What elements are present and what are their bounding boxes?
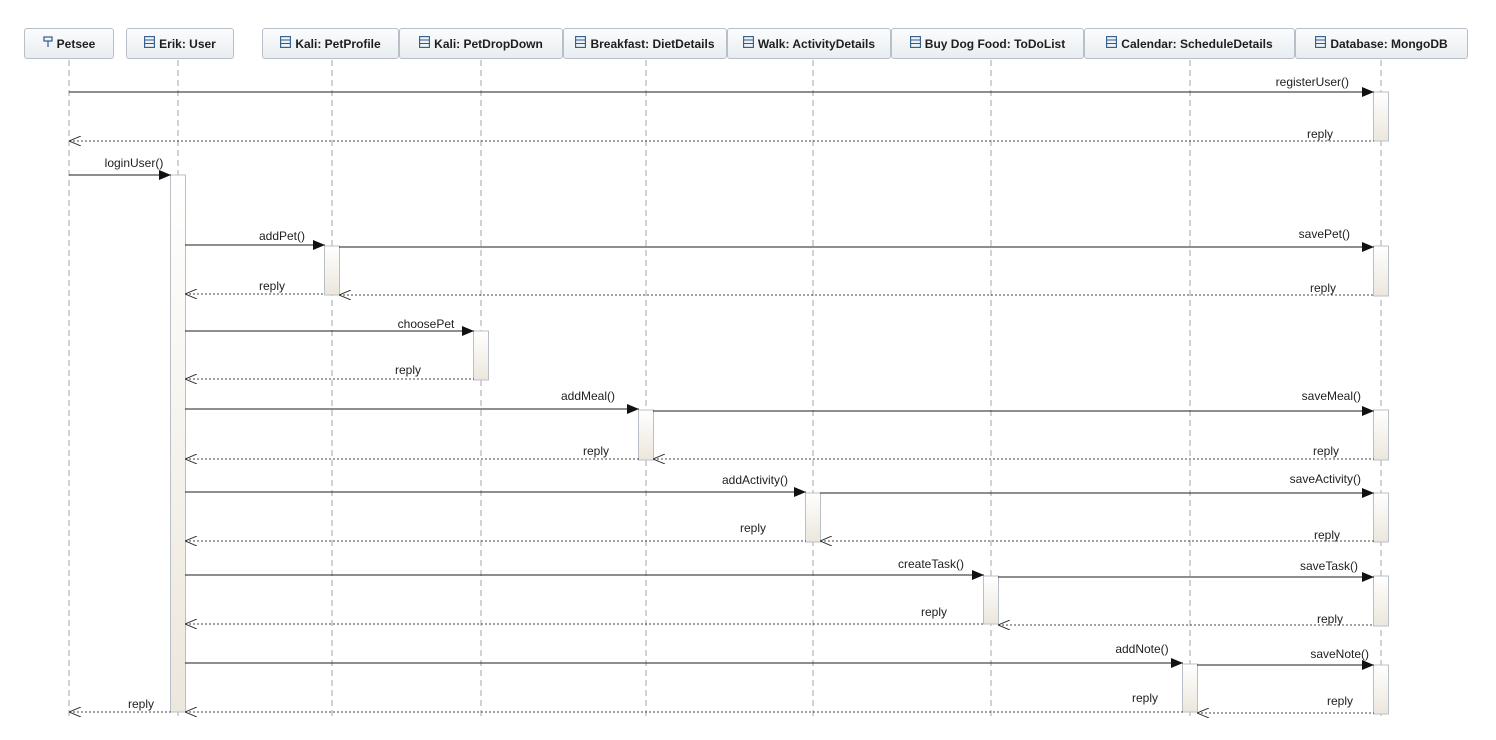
lifeline-label: Breakfast: DietDetails <box>590 36 715 51</box>
lifeline-head-todo: Buy Dog Food: ToDoList <box>891 28 1084 59</box>
message-label: createTask() <box>898 557 964 571</box>
message-label: savePet() <box>1299 227 1350 241</box>
message-label: addActivity() <box>722 473 788 487</box>
lifeline-head-petdropdown: Kali: PetDropDown <box>399 28 563 59</box>
lifeline-head-diet: Breakfast: DietDetails <box>563 28 727 59</box>
message-label: reply <box>128 697 154 711</box>
class-icon <box>742 36 754 51</box>
lifeline-head-db: Database: MongoDB <box>1295 28 1468 59</box>
message-label: reply <box>1327 694 1353 708</box>
message-label: reply <box>740 521 766 535</box>
message-label: reply <box>1317 612 1343 626</box>
lifeline-label: Calendar: ScheduleDetails <box>1121 36 1273 51</box>
message-label: reply <box>1307 127 1333 141</box>
activation-bar <box>983 575 999 625</box>
actor-icon <box>43 36 53 51</box>
message-label: saveTask() <box>1300 559 1358 573</box>
lifeline-head-activity: Walk: ActivityDetails <box>727 28 891 59</box>
class-icon <box>419 36 431 51</box>
lifeline-head-schedule: Calendar: ScheduleDetails <box>1084 28 1295 59</box>
message-label: saveMeal() <box>1302 389 1361 403</box>
activation-bar <box>1182 663 1198 713</box>
message-label: loginUser() <box>105 156 164 170</box>
lifeline-label: Petsee <box>56 36 96 51</box>
lifeline-label: Buy Dog Food: ToDoList <box>924 36 1066 51</box>
message-label: addNote() <box>1115 642 1168 656</box>
message-label: registerUser() <box>1276 75 1349 89</box>
message-label: addPet() <box>259 229 305 243</box>
activation-bar <box>638 409 654 461</box>
lifeline-label: Walk: ActivityDetails <box>757 36 876 51</box>
class-icon <box>1106 36 1118 51</box>
lifeline-head-petprofile: Kali: PetProfile <box>262 28 399 59</box>
activation-bar <box>1373 245 1389 297</box>
lifeline-label: Kali: PetDropDown <box>434 36 543 51</box>
class-icon <box>1315 36 1327 51</box>
activation-bar <box>1373 409 1389 461</box>
message-label: saveActivity() <box>1290 472 1361 486</box>
message-label: reply <box>259 279 285 293</box>
message-label: reply <box>583 444 609 458</box>
lifeline-head-erik: Erik: User <box>126 28 234 59</box>
message-label: addMeal() <box>561 389 615 403</box>
activation-bar <box>1373 91 1389 142</box>
message-label: saveNote() <box>1310 647 1369 661</box>
activation-bar <box>170 174 186 713</box>
message-label: reply <box>395 363 421 377</box>
lifeline-label: Erik: User <box>159 36 216 51</box>
activation-bar <box>473 330 489 381</box>
activation-bar <box>1373 664 1389 715</box>
message-label: choosePet <box>398 317 455 331</box>
message-label: reply <box>1313 444 1339 458</box>
message-label: reply <box>921 605 947 619</box>
activation-bar <box>324 245 340 296</box>
activation-bar <box>1373 492 1389 543</box>
activation-bar <box>1373 575 1389 627</box>
activation-bar <box>805 492 821 543</box>
lifeline-label: Kali: PetProfile <box>295 36 381 51</box>
message-label: reply <box>1310 281 1336 295</box>
lifeline-label: Database: MongoDB <box>1330 36 1448 51</box>
class-icon <box>280 36 292 51</box>
class-icon <box>909 36 921 51</box>
lifeline-head-petsee: Petsee <box>24 28 114 59</box>
class-icon <box>575 36 587 51</box>
message-label: reply <box>1314 528 1340 542</box>
class-icon <box>144 36 156 51</box>
message-label: reply <box>1132 691 1158 705</box>
